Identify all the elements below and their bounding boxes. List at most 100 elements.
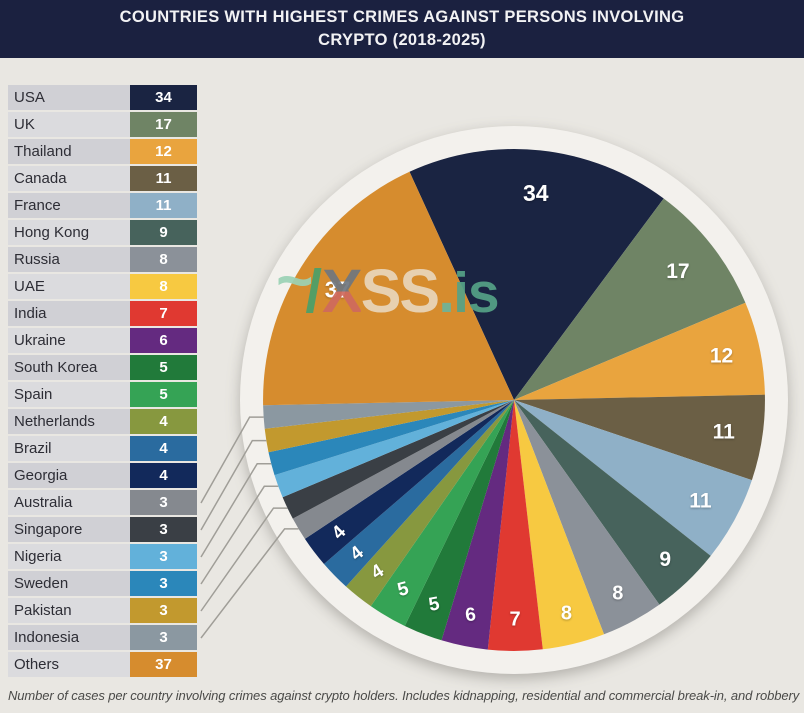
legend-value-box: 37 xyxy=(130,652,197,677)
pie-slice xyxy=(514,302,765,400)
legend-value-box: 34 xyxy=(130,85,197,110)
pie-slice-value-label: 8 xyxy=(612,583,623,605)
legend-value-box: 7 xyxy=(130,301,197,326)
pie-slice-value-label: 17 xyxy=(666,260,689,283)
legend-value-box: 8 xyxy=(130,247,197,272)
legend-value-box: 5 xyxy=(130,382,197,407)
legend-row: Australia 3 xyxy=(8,490,197,515)
legend-row: Hong Kong 9 xyxy=(8,220,197,245)
legend-country-label: Indonesia xyxy=(8,625,130,650)
pie-slice xyxy=(324,400,514,587)
legend: USA 34 UK 17 Thailand 12 Canada 11 France 11 Hong … xyxy=(8,85,197,679)
leader-line xyxy=(200,462,272,558)
legend-value-box: 17 xyxy=(130,112,197,137)
pie-slice-value-label: 9 xyxy=(659,548,671,571)
leader-line xyxy=(200,485,279,585)
legend-value-box: 8 xyxy=(130,274,197,299)
legend-row: India 7 xyxy=(8,301,197,326)
pie-slice xyxy=(292,400,514,539)
pie-slice-value-label: 12 xyxy=(710,344,733,367)
legend-row: Sweden 3 xyxy=(8,571,197,596)
legend-value-box: 5 xyxy=(130,355,197,380)
legend-value-box: 3 xyxy=(130,625,197,650)
pie-slice-value-label: 5 xyxy=(427,593,442,616)
legend-row: Russia 8 xyxy=(8,247,197,272)
legend-row: Ukraine 6 xyxy=(8,328,197,353)
legend-value-box: 11 xyxy=(130,193,197,218)
legend-row: Georgia 4 xyxy=(8,463,197,488)
pie-slice xyxy=(264,400,514,453)
pie-slice xyxy=(514,400,604,650)
legend-value-box: 3 xyxy=(130,598,197,623)
pie-slice-value-label: 11 xyxy=(689,490,712,513)
title-line-2: CRYPTO (2018-2025) xyxy=(318,31,486,49)
legend-value-box: 12 xyxy=(130,139,197,164)
legend-value-box: 9 xyxy=(130,220,197,245)
legend-country-label: Russia xyxy=(8,247,130,272)
pie-slice xyxy=(514,400,711,605)
legend-row: Singapore 3 xyxy=(8,517,197,542)
legend-country-label: UK xyxy=(8,112,130,137)
pie-slice xyxy=(304,400,514,564)
pie-slice xyxy=(274,400,514,498)
pie-slice-value-label: 34 xyxy=(523,180,549,206)
legend-country-label: Brazil xyxy=(8,436,130,461)
legend-country-label: Nigeria xyxy=(8,544,130,569)
pie-slice xyxy=(487,400,543,651)
legend-country-label: Canada xyxy=(8,166,130,191)
legend-country-label: Georgia xyxy=(8,463,130,488)
legend-country-label: South Korea xyxy=(8,355,130,380)
pie-slice xyxy=(282,400,514,519)
legend-value-box: 4 xyxy=(130,436,197,461)
legend-row: Indonesia 3 xyxy=(8,625,197,650)
leader-line xyxy=(200,439,267,531)
legend-row: Pakistan 3 xyxy=(8,598,197,623)
legend-row: Others 37 xyxy=(8,652,197,677)
pie-slice xyxy=(409,148,664,400)
legend-country-label: Sweden xyxy=(8,571,130,596)
title-line-1: COUNTRIES WITH HIGHEST CRIMES AGAINST PE… xyxy=(119,7,685,26)
legend-country-label: USA xyxy=(8,85,130,110)
legend-country-label: Others xyxy=(8,652,130,677)
pie-slice xyxy=(514,394,765,481)
legend-row: Thailand 12 xyxy=(8,139,197,164)
legend-value-box: 3 xyxy=(130,490,197,515)
legend-country-label: Ukraine xyxy=(8,328,130,353)
pie-slice xyxy=(404,400,514,641)
legend-row: Spain 5 xyxy=(8,382,197,407)
pie-slice xyxy=(346,400,514,607)
legend-country-label: France xyxy=(8,193,130,218)
legend-value-box: 3 xyxy=(130,517,197,542)
legend-country-label: UAE xyxy=(8,274,130,299)
legend-country-label: Pakistan xyxy=(8,598,130,623)
pie-slice xyxy=(514,198,746,400)
legend-row: Nigeria 3 xyxy=(8,544,197,569)
legend-row: South Korea 5 xyxy=(8,355,197,380)
pie-slice xyxy=(263,400,514,429)
legend-country-label: Australia xyxy=(8,490,130,515)
legend-row: UAE 8 xyxy=(8,274,197,299)
legend-country-label: Thailand xyxy=(8,139,130,164)
legend-country-label: Singapore xyxy=(8,517,130,542)
pie-slice-value-label: 6 xyxy=(464,604,477,626)
legend-country-label: India xyxy=(8,301,130,326)
pie-slice xyxy=(268,400,514,476)
legend-row: Brazil 4 xyxy=(8,436,197,461)
legend-country-label: Hong Kong xyxy=(8,220,130,245)
legend-row: Netherlands 4 xyxy=(8,409,197,434)
pie-slice-value-label: 8 xyxy=(561,602,572,624)
pie-slice xyxy=(370,400,514,626)
legend-row: UK 17 xyxy=(8,112,197,137)
leader-line xyxy=(200,416,264,504)
pie-slice xyxy=(263,171,514,406)
legend-row: Canada 11 xyxy=(8,166,197,191)
legend-row: USA 34 xyxy=(8,85,197,110)
pie-slice-value-label: 37 xyxy=(325,276,351,302)
pie-slice xyxy=(514,400,752,556)
legend-value-box: 3 xyxy=(130,571,197,596)
legend-row: France 11 xyxy=(8,193,197,218)
legend-country-label: Netherlands xyxy=(8,409,130,434)
pie-slice xyxy=(441,400,514,650)
